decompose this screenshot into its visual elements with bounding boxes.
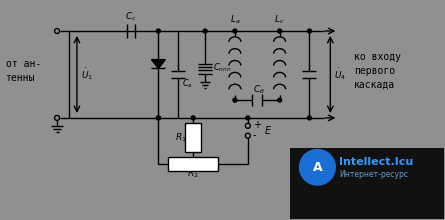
Circle shape: [156, 116, 160, 120]
Circle shape: [307, 29, 312, 33]
Bar: [185, 123, 201, 152]
Text: $\dot{U}_4$: $\dot{U}_4$: [334, 67, 347, 82]
Text: $E$: $E$: [264, 124, 272, 136]
Text: -: -: [253, 130, 256, 140]
Text: Intellect.Icu: Intellect.Icu: [339, 157, 413, 167]
Text: $L_c$: $L_c$: [275, 13, 285, 26]
Circle shape: [233, 98, 237, 102]
Circle shape: [278, 98, 282, 102]
Circle shape: [246, 116, 250, 120]
Text: Интернет-ресурс: Интернет-ресурс: [339, 170, 408, 179]
Circle shape: [299, 150, 335, 185]
Text: $R_1$: $R_1$: [175, 131, 187, 144]
Bar: [168, 157, 218, 171]
Text: $C_б$: $C_б$: [253, 83, 265, 96]
Circle shape: [233, 29, 237, 33]
Text: $C_а$: $C_а$: [182, 77, 193, 90]
Text: A: A: [312, 161, 322, 174]
Polygon shape: [151, 60, 166, 68]
Bar: [290, 148, 444, 219]
Circle shape: [156, 116, 160, 120]
Text: $L_а$: $L_а$: [230, 13, 240, 26]
Text: ко входу
первого
каскада: ко входу первого каскада: [354, 51, 401, 90]
Circle shape: [203, 29, 207, 33]
Text: $\dot{U}_1$: $\dot{U}_1$: [81, 67, 93, 82]
Text: $R_2$: $R_2$: [187, 167, 199, 180]
Text: $C_{nnn}$: $C_{nnn}$: [213, 62, 232, 74]
Text: $C_c$: $C_c$: [125, 10, 137, 23]
Circle shape: [307, 116, 312, 120]
Circle shape: [156, 29, 160, 33]
Circle shape: [191, 116, 195, 120]
Circle shape: [278, 29, 282, 33]
Text: от ан-
тенны: от ан- тенны: [6, 59, 42, 82]
Text: +: +: [253, 120, 261, 130]
